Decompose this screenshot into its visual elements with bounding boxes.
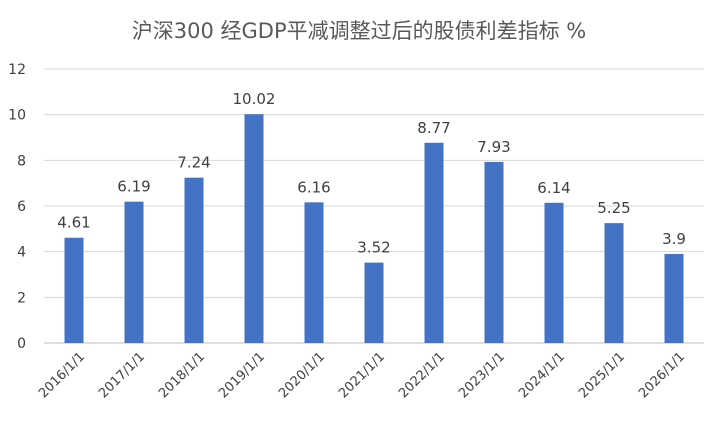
x-axis-tick-labels: 2016/1/1 2017/1/1 2018/1/1 2019/1/1 2020/1/1…	[36, 349, 688, 401]
bar	[604, 223, 624, 343]
data-label: 6.16	[297, 178, 330, 196]
data-label: 7.93	[477, 138, 510, 156]
gridlines	[44, 68, 704, 344]
x-tick-label: 2024/1/1	[516, 349, 568, 401]
x-tick-label: 2017/1/1	[96, 349, 148, 401]
data-label: 8.77	[417, 119, 450, 137]
x-tick-label: 2026/1/1	[636, 349, 688, 401]
data-label: 10.02	[233, 90, 276, 108]
bar	[544, 202, 564, 343]
bar	[424, 142, 444, 343]
chart-title: 沪深300 经GDP平减调整过后的股债利差指标 %	[132, 19, 587, 43]
data-label: 3.9	[662, 230, 686, 248]
data-label: 4.61	[57, 214, 90, 232]
data-label: 7.24	[177, 154, 210, 172]
bar	[64, 237, 84, 343]
x-tick-label: 2019/1/1	[216, 349, 268, 401]
x-tick-label: 2022/1/1	[396, 349, 448, 401]
data-label: 6.19	[117, 178, 150, 196]
y-tick-label: 2	[17, 290, 26, 306]
bar	[664, 253, 684, 343]
x-tick-label: 2016/1/1	[36, 349, 88, 401]
bar	[124, 201, 144, 343]
y-tick-label: 6	[17, 199, 26, 215]
bar	[184, 177, 204, 343]
data-label: 5.25	[597, 199, 630, 217]
y-tick-label: 0	[17, 336, 26, 352]
y-tick-label: 4	[17, 245, 26, 261]
y-tick-label: 8	[17, 153, 26, 169]
bars	[64, 114, 684, 344]
bar	[364, 262, 384, 343]
x-tick-label: 2020/1/1	[276, 349, 328, 401]
y-axis-tick-labels: 0 2 4 6 8 10 12	[8, 62, 26, 352]
data-label: 3.52	[357, 239, 390, 257]
data-label: 6.14	[537, 179, 570, 197]
x-tick-label: 2023/1/1	[456, 349, 508, 401]
x-tick-label: 2025/1/1	[576, 349, 628, 401]
bar	[244, 114, 264, 344]
bar	[484, 161, 504, 343]
data-labels: 4.61 6.19 7.24 10.02 6.16 3.52 8.77 7.93 6.14 5.2…	[57, 90, 686, 256]
y-tick-label: 12	[8, 62, 26, 78]
x-tick-label: 2021/1/1	[336, 349, 388, 401]
y-tick-label: 10	[8, 108, 26, 124]
x-tick-label: 2018/1/1	[156, 349, 208, 401]
bar	[304, 202, 324, 343]
